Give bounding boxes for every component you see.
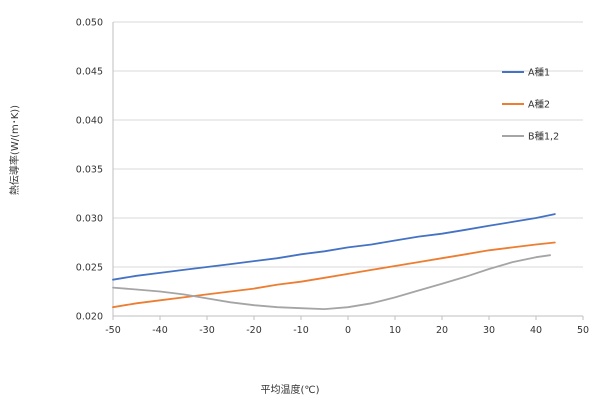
x-tick-label: 20 (436, 325, 448, 336)
y-tick-label: 0.030 (76, 214, 103, 225)
y-tick-label: 0.040 (76, 116, 103, 127)
legend-label-1: A種1 (528, 68, 550, 79)
x-tick-label: 40 (530, 325, 542, 336)
x-tick-label: -40 (152, 325, 168, 336)
x-tick-label: -20 (246, 325, 262, 336)
series-line-3 (112, 254, 551, 310)
x-axis-title: 平均温度(℃) (260, 383, 319, 396)
axes (112, 22, 584, 320)
series-line-1 (112, 213, 556, 281)
y-axis-title: 熱伝導率(W/(m･K)) (8, 105, 21, 195)
y-tick-label: 0.050 (76, 18, 103, 29)
x-tick-label: 50 (577, 325, 589, 336)
gridlines (113, 21, 583, 268)
y-tick-label: 0.045 (76, 67, 103, 78)
x-tick-label: 30 (483, 325, 495, 336)
tick-labels: 0.020 0.025 0.030 0.035 0.040 0.045 0.050 -50 -4… (76, 18, 589, 337)
y-tick-label: 0.025 (76, 263, 103, 274)
legend-label-2: A種2 (528, 100, 550, 111)
series-lines (112, 213, 556, 310)
legend: A種1 A種2 B種1,2 (502, 68, 559, 143)
x-tick-label: -10 (293, 325, 309, 336)
y-tick-label: 0.020 (76, 312, 103, 323)
x-tick-label: -50 (105, 325, 121, 336)
y-tick-label: 0.035 (76, 165, 103, 176)
x-tick-label: 0 (345, 325, 351, 336)
x-tick-label: -30 (199, 325, 215, 336)
x-tick-label: 10 (389, 325, 401, 336)
series-line-2 (112, 241, 556, 309)
legend-label-3: B種1,2 (528, 132, 559, 143)
